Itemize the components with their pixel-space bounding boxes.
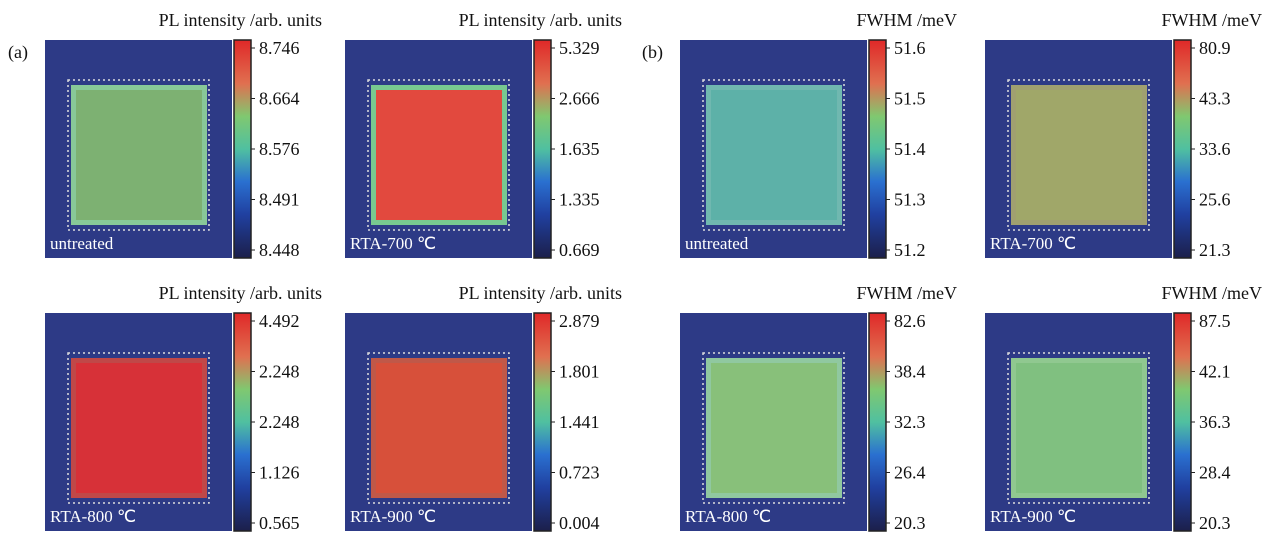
roi-box [367,352,510,504]
colorbar-label: 80.9 [1199,38,1231,58]
panel-title: FWHM /meV [857,283,958,303]
colorbar-label: 1.635 [559,139,600,159]
colorbar-label: 4.492 [259,311,300,331]
colorbar [533,312,552,532]
panel-title: FWHM /meV [1162,10,1263,30]
colorbar [868,312,887,532]
colorbar-label: 26.4 [894,463,926,483]
colorbar-label: 8.448 [259,240,300,260]
map-region [376,90,502,220]
sample-label: RTA-800 ℃ [685,507,771,526]
map-region [711,363,837,493]
colorbar-label: 43.3 [1199,89,1231,109]
colorbar-label: 82.6 [894,311,926,331]
colorbar-label: 21.3 [1199,240,1231,260]
sample-label: RTA-800 ℃ [50,507,136,526]
sample-label: untreated [685,234,749,253]
colorbar-label: 2.248 [259,412,300,432]
colorbar [233,39,252,259]
panel-title: FWHM /meV [1162,283,1263,303]
panel-title: PL intensity /arb. units [459,283,622,303]
sample-label: RTA-900 ℃ [990,507,1076,526]
sample-label: untreated [50,234,114,253]
colorbar-label: 1.126 [259,463,300,483]
panel-label: (a) [8,42,28,63]
colorbar-label: 8.746 [259,38,300,58]
colorbar-label: 51.6 [894,38,926,58]
sample-label: RTA-700 ℃ [350,234,436,253]
panel-label: (b) [642,42,663,63]
colorbar-label: 38.4 [894,362,926,382]
map-region [376,363,502,493]
colorbar-label: 0.004 [559,513,600,533]
colorbar-label: 8.664 [259,89,300,109]
colorbar-label: 2.666 [559,89,600,109]
map-region [76,90,202,220]
colorbar-label: 51.2 [894,240,926,260]
colorbar-label: 0.723 [559,463,600,483]
roi-box [367,79,510,231]
colorbar-label: 25.6 [1199,190,1231,210]
colorbar-label: 0.565 [259,513,300,533]
colorbar [1173,312,1192,532]
colorbar-label: 0.669 [559,240,600,260]
colorbar-label: 28.4 [1199,463,1231,483]
colorbar-label: 8.491 [259,190,300,210]
colorbar-label: 5.329 [559,38,600,58]
sample-label: RTA-900 ℃ [350,507,436,526]
colorbar [533,39,552,259]
colorbar-label: 51.3 [894,190,926,210]
colorbar-label: 87.5 [1199,311,1231,331]
panel-title: PL intensity /arb. units [159,283,322,303]
colorbar-label: 42.1 [1199,362,1231,382]
colorbar-label: 20.3 [894,513,926,533]
roi-box [702,79,845,231]
colorbar-label: 51.4 [894,139,926,159]
colorbar [1173,39,1192,259]
colorbar-label: 51.5 [894,89,926,109]
panel-title: PL intensity /arb. units [159,10,322,30]
colorbar-label: 1.801 [559,362,600,382]
roi-box [1007,352,1150,504]
colorbar-label: 2.879 [559,311,600,331]
colorbar-label: 36.3 [1199,412,1231,432]
colorbar-label: 20.3 [1199,513,1231,533]
colorbar-label: 33.6 [1199,139,1231,159]
map-region [76,363,202,493]
roi-box [702,352,845,504]
colorbar [868,39,887,259]
colorbar-label: 1.441 [559,412,600,432]
map-region [1016,363,1142,493]
roi-box [67,79,210,231]
colorbar-label: 32.3 [894,412,926,432]
roi-box [1007,79,1150,231]
panel-title: FWHM /meV [857,10,958,30]
sample-label: RTA-700 ℃ [990,234,1076,253]
colorbar [233,312,252,532]
colorbar-label: 1.335 [559,190,600,210]
map-region [711,90,837,220]
colorbar-label: 2.248 [259,362,300,382]
roi-box [67,352,210,504]
panel-title: PL intensity /arb. units [459,10,622,30]
colorbar-label: 8.576 [259,139,300,159]
map-region [1016,90,1142,220]
